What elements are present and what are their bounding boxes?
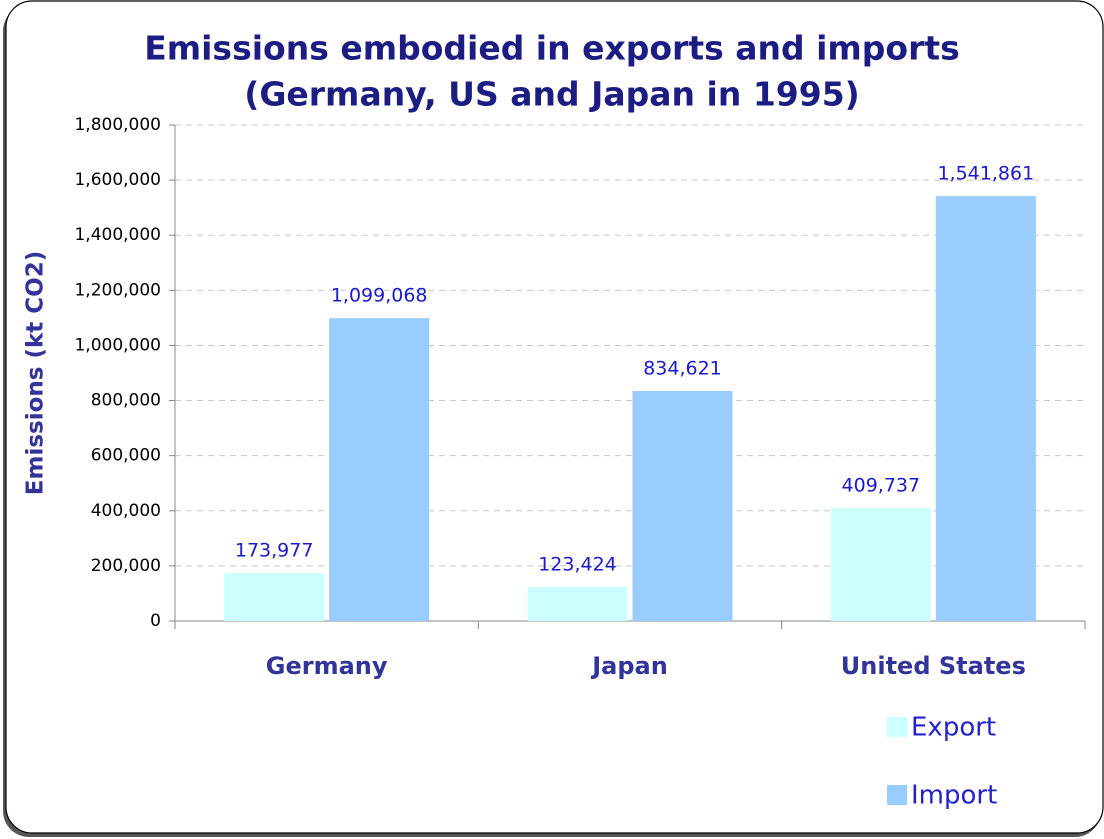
bar [632, 391, 733, 621]
legend-label: Export [911, 713, 996, 743]
legend-swatch [887, 717, 907, 737]
y-tick-label: 1,800,000 [74, 115, 161, 135]
data-label: 409,737 [842, 475, 921, 497]
y-tick-label: 200,000 [91, 556, 161, 576]
chart-title: (Germany, US and Japan in 1995) [244, 75, 860, 114]
bar [830, 508, 931, 621]
data-label: 1,099,068 [331, 285, 428, 307]
y-tick-label: 400,000 [91, 501, 161, 521]
frame [5, 0, 1104, 834]
data-label: 834,621 [643, 358, 722, 380]
y-axis-label: Emissions (kt CO2) [23, 251, 49, 495]
data-label: 123,424 [538, 553, 617, 575]
data-label: 1,541,861 [937, 163, 1034, 185]
data-label: 173,977 [235, 540, 314, 562]
x-tick-label: Germany [266, 652, 388, 680]
y-tick-label: 1,200,000 [74, 280, 161, 300]
chart-title: Emissions embodied in exports and import… [144, 29, 960, 68]
bar [224, 573, 325, 621]
y-tick-label: 1,400,000 [74, 225, 161, 245]
y-tick-label: 800,000 [91, 391, 161, 411]
bar [935, 196, 1036, 621]
bar [527, 586, 628, 621]
legend-swatch [887, 785, 907, 805]
legend-label: Import [911, 781, 997, 811]
x-tick-label: United States [841, 652, 1026, 680]
y-tick-label: 1,600,000 [74, 170, 161, 190]
bar [329, 318, 430, 621]
y-tick-label: 0 [150, 611, 161, 631]
y-tick-label: 1,000,000 [74, 335, 161, 355]
y-tick-label: 600,000 [91, 446, 161, 466]
x-tick-label: Japan [590, 652, 668, 680]
